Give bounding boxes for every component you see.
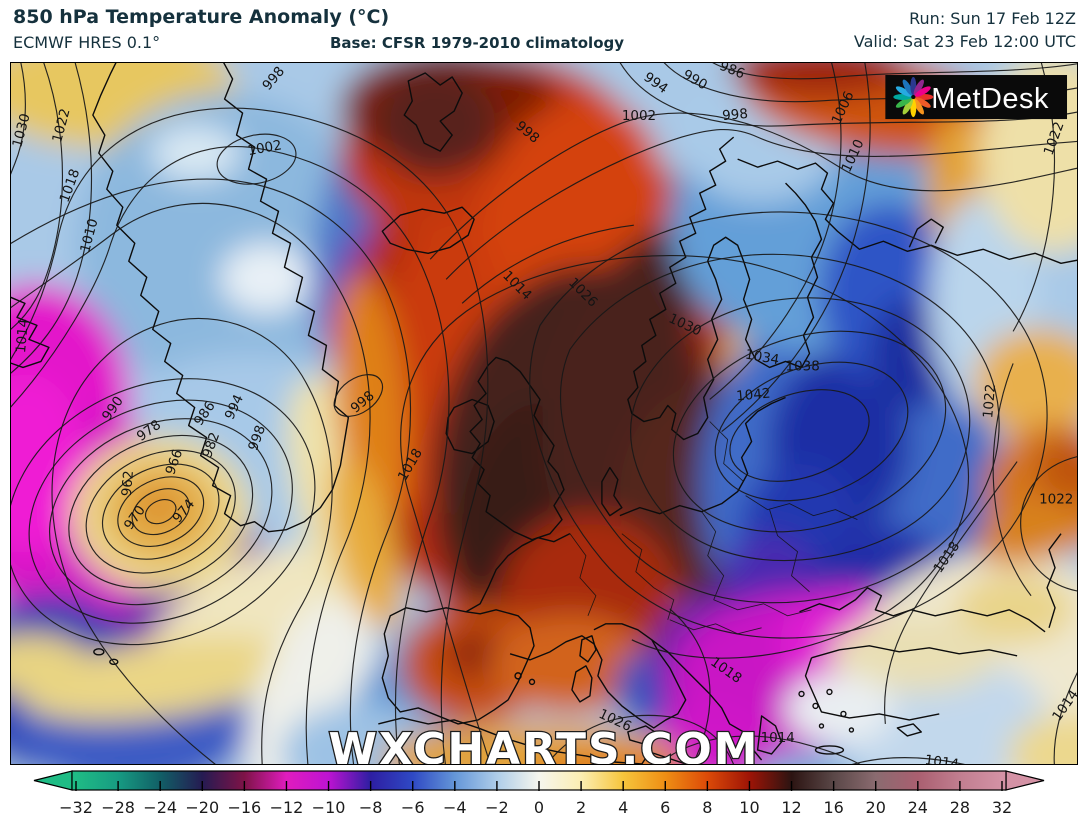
isobar-label: 1034 bbox=[744, 347, 781, 369]
watermark: WXCHARTS.COM bbox=[328, 724, 759, 764]
anomaly-color-field bbox=[11, 63, 1077, 764]
pinwheel-petal bbox=[902, 98, 914, 115]
scale-tick-label: 28 bbox=[950, 798, 970, 817]
page-title: 850 hPa Temperature Anomaly (°C) bbox=[13, 6, 390, 28]
isobar-label: 1022 bbox=[980, 383, 999, 419]
scale-tick-label: 12 bbox=[781, 798, 801, 817]
scale-tick-label: −16 bbox=[227, 798, 261, 817]
scale-tick-label: −6 bbox=[401, 798, 425, 817]
isobar-label: 962 bbox=[119, 470, 137, 497]
scale-tick-label: 2 bbox=[576, 798, 586, 817]
coastlines bbox=[11, 63, 1077, 764]
isobar-label: 1014 bbox=[13, 318, 32, 354]
scale-tick-label: −4 bbox=[443, 798, 467, 817]
metdesk-pinwheel-icon bbox=[893, 77, 934, 118]
scale-tick-label: 6 bbox=[660, 798, 670, 817]
scale-tick-label: −2 bbox=[485, 798, 509, 817]
run-time-label: Run: Sun 17 Feb 12Z bbox=[909, 9, 1076, 28]
isobar-label: 1038 bbox=[786, 358, 820, 374]
country-borders bbox=[569, 421, 858, 635]
scale-tick-label: 10 bbox=[739, 798, 759, 817]
scale-tick-label: 24 bbox=[908, 798, 928, 817]
isobar-contours bbox=[11, 63, 1077, 764]
scale-tick-labels: −32 −28 −24 −20 −16 −12 −10 −8 −6 −4 −2 0 2 4 6 8 10 12 16… bbox=[59, 798, 1012, 817]
isobar-label: 1014 bbox=[761, 730, 795, 746]
scale-tick-label: −10 bbox=[312, 798, 346, 817]
scale-tick-label: 32 bbox=[992, 798, 1012, 817]
isobar-label: 1042 bbox=[736, 386, 772, 405]
scale-tick-label: 20 bbox=[866, 798, 886, 817]
pinwheel-petal bbox=[902, 79, 914, 96]
scale-tick-label: 0 bbox=[534, 798, 544, 817]
metdesk-logo-text: MetDesk bbox=[931, 83, 1049, 115]
valid-time-label: Valid: Sat 23 Feb 12:00 UTC bbox=[853, 32, 1076, 51]
pinwheel-petal bbox=[913, 98, 924, 115]
color-scale-bar: −32 −28 −24 −20 −16 −12 −10 −8 −6 −4 −2 0 2 4 6 8 10 12 16… bbox=[33, 770, 1045, 817]
scale-right-arrow bbox=[1005, 770, 1045, 791]
isobar-label: 1002 bbox=[246, 137, 283, 159]
scale-tick-label: −28 bbox=[101, 798, 135, 817]
isobar-label: 1022 bbox=[1039, 492, 1073, 508]
anomaly-map: 1030 1022 1018 1010 1014 1002 998 994 990 986 1002… bbox=[10, 62, 1078, 765]
scale-tick-label: 8 bbox=[702, 798, 712, 817]
pinwheel-petal bbox=[914, 86, 931, 97]
scale-left-arrow bbox=[33, 770, 73, 791]
pinwheel-petal bbox=[895, 97, 912, 108]
isobar-label: 1014 bbox=[924, 752, 960, 764]
pinwheel-petal bbox=[913, 79, 924, 96]
isobar-label: 1002 bbox=[622, 108, 656, 124]
model-label: ECMWF HRES 0.1° bbox=[13, 33, 161, 52]
scale-tick-label: −20 bbox=[185, 798, 219, 817]
climatology-base-label: Base: CFSR 1979-2010 climatology bbox=[330, 34, 625, 52]
scale-tick-label: −32 bbox=[59, 798, 93, 817]
scale-tick-label: 16 bbox=[823, 798, 843, 817]
isobar-label: 998 bbox=[722, 106, 749, 124]
scale-tick-label: −24 bbox=[143, 798, 177, 817]
scale-tick-label: −8 bbox=[359, 798, 383, 817]
scale-ticks bbox=[75, 781, 1003, 791]
metdesk-logo: MetDesk bbox=[885, 75, 1068, 120]
scale-tick-label: 4 bbox=[618, 798, 628, 817]
scale-tick-label: −12 bbox=[270, 798, 304, 817]
pinwheel-petal bbox=[895, 86, 912, 97]
pinwheel-petal bbox=[914, 97, 931, 108]
